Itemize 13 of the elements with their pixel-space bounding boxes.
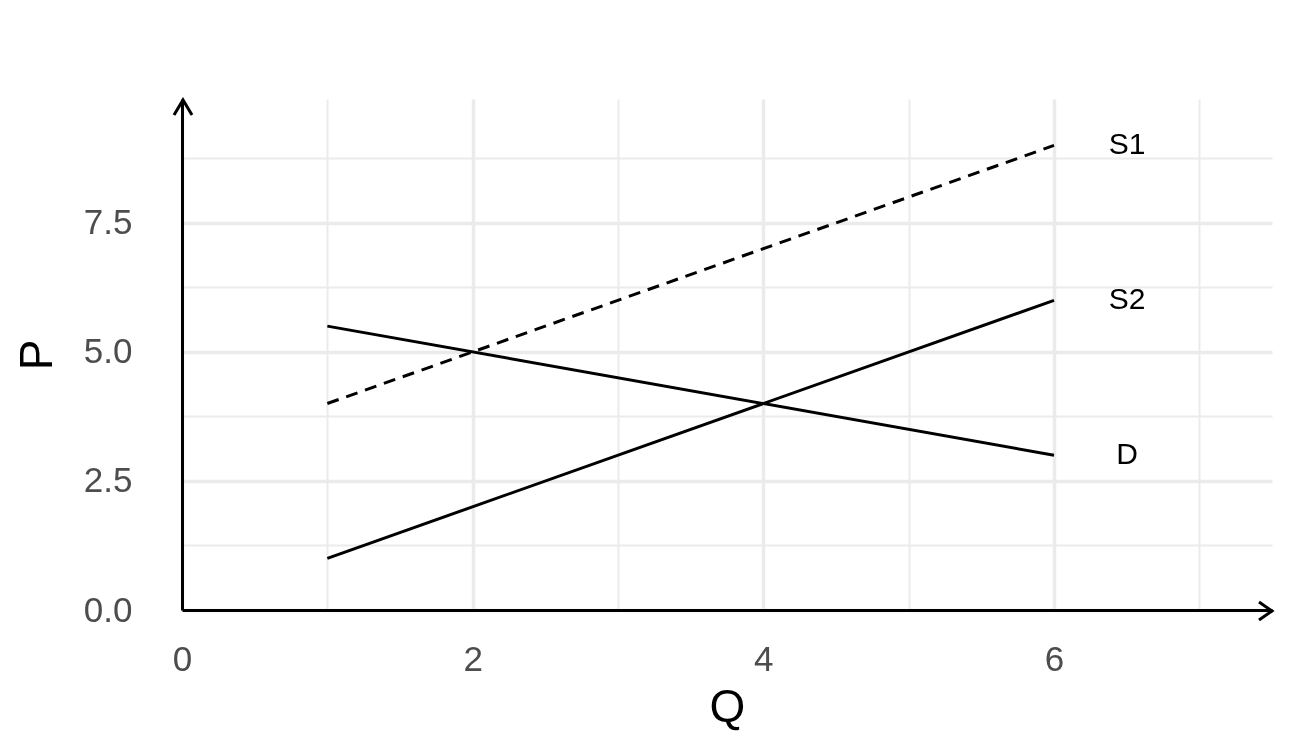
text: D — [1116, 437, 1138, 471]
y-tick-label: 2.5 — [83, 460, 133, 500]
x-axis-title: Q — [709, 679, 746, 732]
series-label: S1 — [1108, 127, 1146, 161]
y-tick-label: 5.0 — [83, 331, 133, 371]
x-tick-label: 6 — [1044, 638, 1065, 678]
x-tick-label: 0 — [172, 638, 193, 678]
x-tick-label: 2 — [463, 638, 483, 678]
y-tick-label: 7.5 — [83, 202, 133, 242]
x-tick-label: 4 — [754, 638, 774, 678]
y-axis-title: P — [9, 339, 62, 371]
y-tick-label: 0.0 — [83, 589, 133, 629]
series-label: S2 — [1108, 282, 1146, 316]
